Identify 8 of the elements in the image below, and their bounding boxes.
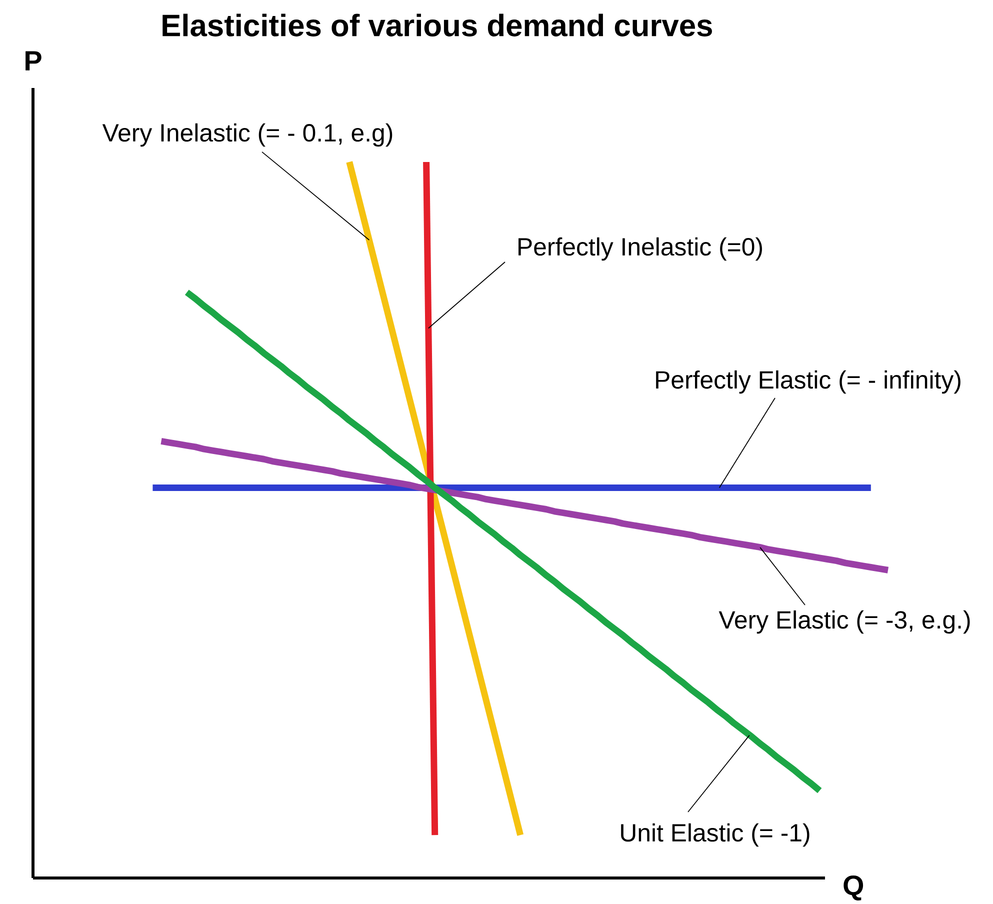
y-axis-title: P <box>26 51 42 71</box>
text: Perfectly Inelastic (=0) <box>518 237 762 261</box>
series-label: Very Inelastic (= - 0.1, e.g) <box>102 123 392 147</box>
series-label: Unit Elastic (= -1) <box>621 823 810 847</box>
text: Perfectly Elastic (= - infinity) <box>656 370 960 394</box>
x-axis-title: Q <box>844 876 864 901</box>
text: Very Elastic (= -3, e.g.) <box>718 610 970 634</box>
chart-title: Elasticities of various demand curves <box>162 14 712 37</box>
